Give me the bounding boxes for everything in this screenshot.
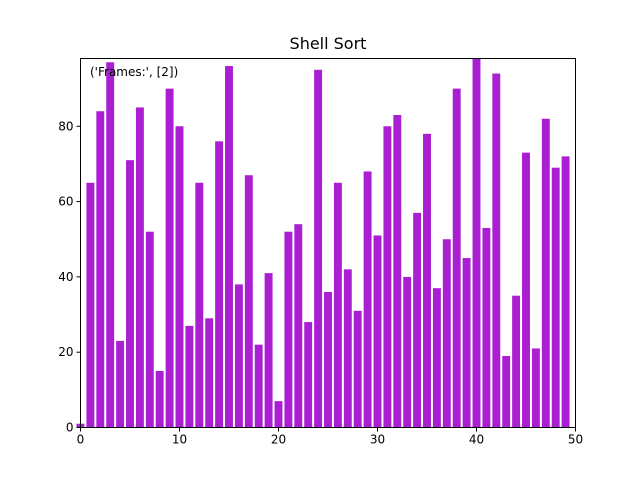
bar-4 <box>116 340 125 428</box>
bar-43 <box>502 355 511 428</box>
bar-29 <box>363 171 372 428</box>
bar-21 <box>284 231 293 428</box>
x-axis-ticks: 0 10 20 30 40 50 <box>77 427 583 447</box>
bar-24 <box>314 69 323 428</box>
y-tick-label: 60 <box>58 195 73 209</box>
y-tick-label: 20 <box>58 345 73 359</box>
bar-28 <box>353 310 362 428</box>
bar-27 <box>343 269 352 428</box>
bar-1 <box>86 182 95 428</box>
bar-30 <box>373 235 382 428</box>
y-tick-label: 80 <box>58 119 73 133</box>
bar-13 <box>205 318 214 428</box>
bar-44 <box>512 295 521 428</box>
x-tick-label: 0 <box>77 433 85 447</box>
bar-22 <box>294 224 303 428</box>
bar-48 <box>551 167 560 428</box>
bar-25 <box>324 291 332 428</box>
y-tick-label: 0 <box>66 421 74 435</box>
bar-20 <box>274 401 283 428</box>
x-tick-label: 20 <box>271 433 286 447</box>
bar-19 <box>264 273 273 428</box>
bar-36 <box>432 288 441 428</box>
bar-49 <box>561 156 570 428</box>
y-tick-label: 40 <box>58 270 73 284</box>
bar-35 <box>423 133 431 428</box>
bar-11 <box>185 325 194 428</box>
bar-26 <box>333 182 342 428</box>
bar-14 <box>215 141 224 428</box>
bar-32 <box>393 114 402 428</box>
bar-15 <box>225 66 233 428</box>
bar-33 <box>403 276 412 428</box>
bar-10 <box>175 126 184 428</box>
bar-18 <box>254 344 263 428</box>
bar-2 <box>96 111 105 428</box>
plot-area-frame <box>80 58 576 428</box>
bar-37 <box>442 239 451 428</box>
bar-39 <box>462 258 471 428</box>
x-tick-label: 30 <box>370 433 385 447</box>
bar-41 <box>482 227 491 428</box>
bar-12 <box>195 182 204 428</box>
bar-7 <box>145 231 154 428</box>
bar-17 <box>244 175 253 428</box>
bar-47 <box>541 118 550 428</box>
bar-23 <box>304 322 313 428</box>
bar-42 <box>492 73 501 428</box>
y-axis-ticks: 0 20 40 60 80 <box>58 119 81 435</box>
chart-title: Shell Sort <box>290 34 367 53</box>
bar-38 <box>452 88 461 428</box>
x-tick-label: 50 <box>568 433 583 447</box>
bar-6 <box>135 107 144 428</box>
bar-3 <box>106 62 115 428</box>
frames-annotation: ('Frames:', [2]) <box>90 65 178 79</box>
x-tick-label: 10 <box>172 433 187 447</box>
bar-46 <box>531 348 540 428</box>
bar-9 <box>165 88 174 428</box>
bar-16 <box>234 284 243 428</box>
bar-45 <box>522 152 530 428</box>
bar-5 <box>126 160 134 428</box>
x-tick-label: 40 <box>469 433 484 447</box>
bars-group <box>76 58 570 428</box>
bar-40 <box>472 58 481 428</box>
bar-8 <box>155 371 164 428</box>
bar-34 <box>413 212 422 428</box>
bar-31 <box>383 126 392 428</box>
